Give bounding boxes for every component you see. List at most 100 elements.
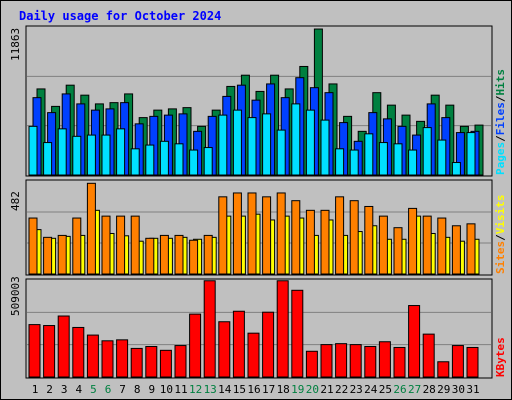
- bar-sites-day-14: [218, 196, 228, 275]
- legend-hits: Hits: [494, 69, 507, 96]
- day-label-16: 16: [247, 383, 260, 396]
- bar-pages-day-13: [203, 147, 213, 176]
- bar-kbytes-day-27: [408, 305, 421, 378]
- day-label-11: 11: [174, 383, 187, 396]
- bar-kbytes-day-31: [466, 346, 479, 378]
- bar-sites-day-5: [86, 182, 96, 275]
- bar-kbytes-day-24: [364, 346, 377, 378]
- panel-1-max-label: 11863: [9, 28, 22, 61]
- bar-sites-day-9: [145, 237, 155, 275]
- day-label-25: 25: [379, 383, 392, 396]
- day-label-20: 20: [306, 383, 319, 396]
- day-label-14: 14: [218, 383, 232, 396]
- legend-visits: Visits: [494, 195, 507, 235]
- bar-pages-day-14: [218, 114, 228, 176]
- bar-kbytes-day-23: [349, 344, 362, 378]
- legend-files: Files: [494, 102, 507, 135]
- bar-sites-day-6: [101, 215, 111, 275]
- bar-sites-day-21: [320, 209, 330, 275]
- day-label-10: 10: [160, 383, 173, 396]
- bar-sites-day-11: [174, 234, 184, 275]
- bar-sites-day-4: [72, 217, 82, 275]
- bar-kbytes-day-9: [145, 346, 158, 378]
- day-label-9: 9: [148, 383, 155, 396]
- bar-sites-day-10: [159, 234, 169, 275]
- bar-pages-day-6: [101, 134, 111, 176]
- chart-title: Daily usage for October 2024: [19, 9, 221, 23]
- bar-sites-day-16: [247, 192, 257, 275]
- bar-sites-day-2: [43, 236, 53, 275]
- day-label-30: 30: [452, 383, 465, 396]
- bar-sites-day-24: [364, 205, 374, 275]
- bar-pages-day-17: [262, 113, 272, 176]
- bar-kbytes-day-18: [276, 280, 289, 378]
- bar-pages-day-21: [320, 119, 330, 176]
- bar-kbytes-day-3: [57, 315, 70, 378]
- bar-pages-day-12: [189, 149, 199, 176]
- bar-pages-day-18: [276, 129, 286, 176]
- bar-kbytes-day-16: [247, 332, 260, 378]
- bar-pages-day-22: [335, 148, 345, 176]
- bar-sites-day-19: [291, 200, 301, 275]
- bar-pages-day-31: [466, 132, 476, 176]
- day-label-21: 21: [320, 383, 333, 396]
- bar-sites-day-30: [451, 225, 461, 275]
- day-label-13: 13: [204, 383, 217, 396]
- bar-kbytes-day-11: [174, 345, 187, 378]
- bar-pages-day-10: [159, 140, 169, 176]
- bar-sites-day-18: [276, 192, 286, 275]
- bar-kbytes-day-10: [159, 349, 172, 378]
- bar-pages-day-25: [378, 142, 388, 176]
- legend-panel-1: Pages/Files/Hits: [494, 69, 507, 175]
- bar-sites-day-20: [305, 209, 315, 275]
- day-label-7: 7: [119, 383, 126, 396]
- bar-kbytes-day-8: [130, 347, 143, 378]
- day-label-15: 15: [233, 383, 246, 396]
- bar-pages-day-1: [28, 125, 38, 176]
- legend-pages: Pages: [494, 142, 507, 175]
- legend-slash-3: /: [494, 234, 507, 241]
- bar-kbytes-day-7: [116, 339, 129, 378]
- bar-kbytes-day-30: [451, 345, 464, 378]
- bar-sites-day-1: [28, 217, 38, 275]
- day-label-3: 3: [61, 383, 68, 396]
- bar-pages-day-3: [57, 128, 67, 176]
- legend-slash-2: /: [494, 95, 507, 102]
- panel-3-max-label: 509003: [9, 276, 22, 316]
- panel-1-border: [25, 25, 493, 177]
- bar-pages-day-16: [247, 117, 257, 176]
- bar-sites-day-29: [437, 217, 447, 275]
- day-label-8: 8: [134, 383, 141, 396]
- bar-kbytes-day-15: [232, 310, 245, 378]
- day-label-22: 22: [335, 383, 348, 396]
- bar-kbytes-day-28: [422, 333, 435, 378]
- legend-slash-1: /: [494, 135, 507, 142]
- chart-marks: [27, 28, 491, 378]
- panel-2-max-label: 482: [9, 191, 22, 211]
- panel-2-border: [25, 179, 493, 276]
- bar-pages-day-4: [72, 135, 82, 176]
- bar-pages-day-7: [116, 128, 126, 176]
- bar-pages-day-9: [145, 144, 155, 176]
- day-label-29: 29: [437, 383, 450, 396]
- bar-kbytes-day-26: [393, 346, 406, 378]
- bar-kbytes-day-1: [28, 324, 41, 378]
- bar-sites-day-31: [466, 223, 476, 275]
- day-label-19: 19: [291, 383, 304, 396]
- bar-sites-day-7: [116, 215, 126, 275]
- bar-kbytes-day-4: [72, 326, 85, 378]
- bar-kbytes-day-5: [86, 334, 99, 378]
- day-label-24: 24: [364, 383, 378, 396]
- bar-pages-day-20: [305, 109, 315, 176]
- day-label-23: 23: [350, 383, 363, 396]
- bar-sites-day-15: [232, 192, 242, 275]
- bar-pages-day-11: [174, 143, 184, 176]
- bar-kbytes-day-12: [189, 313, 202, 378]
- bar-pages-day-15: [232, 109, 242, 176]
- day-labels: 1 2 3 4 5 6 7 8 9 10 11 12 13 14 15 16 17 18 19 20 21 22 23 24 2…: [32, 383, 480, 396]
- bar-pages-day-29: [437, 139, 447, 176]
- bar-kbytes-day-20: [305, 350, 318, 378]
- bar-pages-day-30: [451, 162, 461, 176]
- legend-kbytes: KBytes: [494, 337, 507, 377]
- bar-kbytes-day-21: [320, 344, 333, 378]
